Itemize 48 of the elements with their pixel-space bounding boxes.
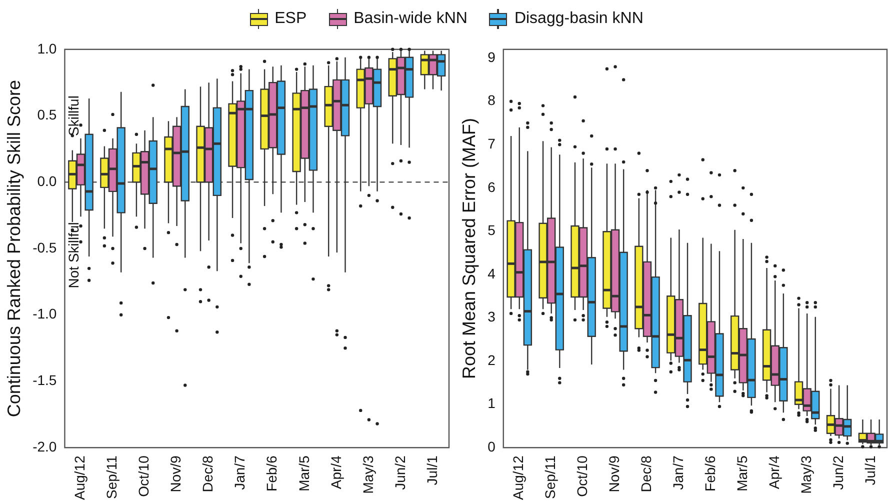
x-tick-label: Nov/9 (168, 455, 184, 492)
y-tick-label: 4 (488, 265, 496, 282)
x-tick-label: May/3 (360, 455, 376, 494)
y-tick-label: 6 (488, 178, 496, 195)
y-tick-label: 0.5 (37, 106, 57, 123)
x-tick-label: Dec/8 (638, 455, 654, 492)
legend-label: Disagg-basin kNN (514, 10, 644, 28)
x-tick-label: Jun/2 (392, 455, 408, 490)
x-tick-label: Aug/12 (510, 455, 526, 500)
y-tick-label: -0.5 (32, 239, 57, 256)
y-tick-label: 0 (488, 438, 496, 454)
x-tick-label: Nov/9 (606, 455, 622, 492)
x-tick-label: Jan/7 (670, 455, 686, 490)
y-tick-label: -1.5 (32, 372, 57, 388)
y-tick-label: -1.0 (32, 306, 57, 322)
x-tick-label: Sep/11 (104, 455, 120, 499)
x-tick-label: Mar/5 (734, 455, 750, 492)
x-tick-label: Mar/5 (296, 455, 312, 492)
x-tick-label: Jun/2 (830, 455, 846, 490)
x-tick-label: Feb/6 (702, 455, 718, 492)
x-tick-label: Jan/7 (232, 455, 248, 490)
y-tick-label: -2.0 (32, 438, 57, 454)
y-tick-label: 9 (488, 48, 496, 65)
x-tick-label: Apr/4 (766, 455, 782, 490)
y-tick-label: 5 (488, 222, 496, 238)
x-tick-label: Apr/4 (328, 455, 344, 490)
y-tick-label: 0.0 (37, 173, 57, 189)
x-tick-label: Oct/10 (136, 455, 152, 497)
y-tick-label: 2 (488, 352, 496, 368)
x-tick-label: Aug/12 (72, 455, 88, 500)
y-axis-title: Continuous Ranked Probability Skill Score (4, 80, 24, 418)
x-tick-label: Jul/1 (862, 455, 878, 486)
x-tick-label: May/3 (798, 455, 814, 494)
y-tick-label: 1 (488, 395, 496, 412)
y-tick-label: 1.0 (37, 40, 57, 56)
y-tick-label: 7 (488, 135, 496, 152)
legend-label: ESP (274, 10, 307, 28)
y-axis-title: Root Mean Squared Error (MAF) (458, 118, 479, 380)
annotation: Not Skillful (66, 222, 82, 288)
legend-label: Basin-wide kNN (354, 10, 468, 28)
x-tick-label: Jul/1 (424, 455, 440, 486)
x-tick-label: Oct/10 (574, 455, 590, 497)
y-tick-label: 3 (488, 308, 496, 325)
annotation: Skillful (66, 96, 82, 136)
x-tick-label: Feb/6 (264, 455, 280, 492)
x-tick-label: Sep/11 (542, 455, 558, 499)
y-tick-label: 8 (488, 92, 496, 108)
x-tick-label: Dec/8 (200, 455, 216, 492)
